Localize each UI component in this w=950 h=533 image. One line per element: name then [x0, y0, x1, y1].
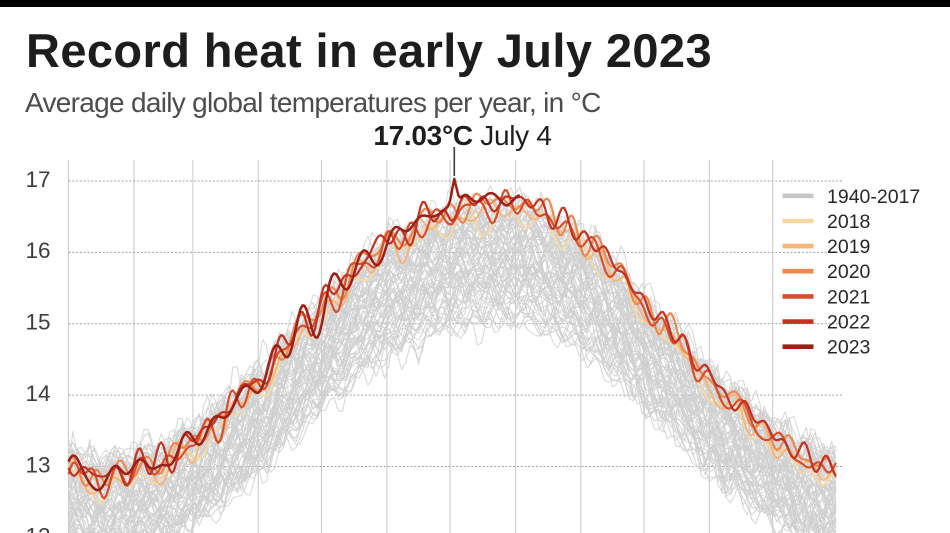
svg-text:2020: 2020: [827, 261, 871, 283]
svg-text:2023: 2023: [827, 337, 870, 359]
svg-text:2019: 2019: [827, 236, 870, 258]
svg-text:15: 15: [25, 310, 50, 335]
svg-text:2021: 2021: [827, 286, 870, 308]
svg-text:2018: 2018: [827, 211, 870, 233]
svg-text:14: 14: [25, 381, 50, 406]
svg-text:1940-2017: 1940-2017: [827, 186, 920, 208]
svg-text:12: 12: [25, 524, 50, 533]
svg-text:16: 16: [25, 238, 50, 263]
svg-text:13: 13: [25, 452, 50, 477]
svg-text:2022: 2022: [827, 312, 870, 334]
svg-text:17: 17: [25, 167, 50, 192]
